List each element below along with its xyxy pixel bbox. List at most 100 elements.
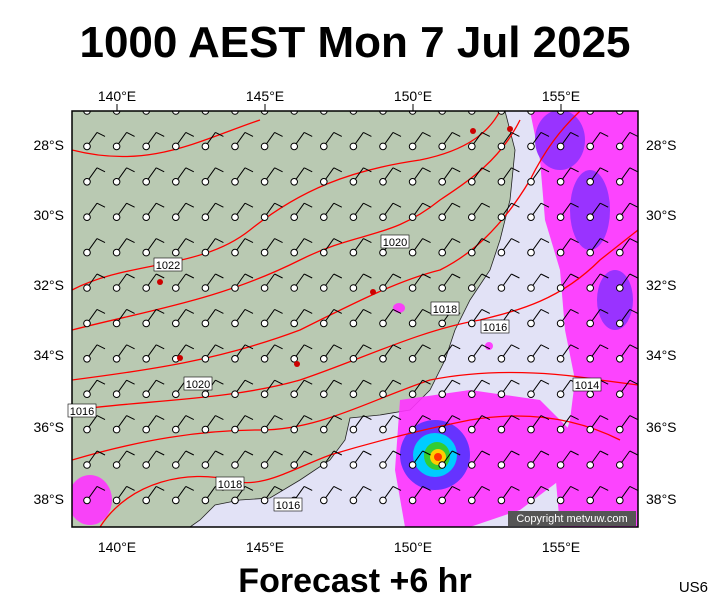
lat-label-right: 28°S (646, 137, 677, 153)
barb-station (320, 390, 328, 399)
barb-station (408, 111, 417, 115)
barb-feather (629, 415, 638, 421)
barb-station (201, 284, 210, 292)
barb-feather (481, 485, 491, 491)
barb-station (201, 178, 210, 186)
barb-feather (511, 97, 519, 101)
barb-station (83, 248, 91, 257)
barb-station (497, 461, 506, 469)
barb-station (172, 213, 180, 221)
barb-feather (96, 450, 106, 456)
barb-station (260, 142, 269, 151)
barb-staff (442, 111, 443, 112)
barb-station (142, 248, 150, 257)
barb-feather (215, 167, 224, 173)
barb-station (320, 461, 328, 469)
barb-station (616, 178, 624, 186)
barb-station (497, 425, 506, 434)
map-area (72, 97, 638, 527)
barb-station (260, 213, 269, 221)
barb-feather (363, 450, 372, 456)
barb-station (172, 461, 180, 469)
barb-station (349, 213, 358, 221)
barb-feather (155, 344, 165, 350)
barb-feather (451, 379, 461, 385)
barb-feather (451, 131, 461, 137)
barb-feather (482, 97, 490, 101)
lat-label-right: 34°S (646, 347, 677, 363)
barb-station (468, 390, 476, 399)
barb-station (616, 425, 624, 434)
barb-feather (570, 450, 579, 456)
barb-station (468, 142, 476, 151)
barb-feather (511, 238, 520, 244)
barb-feather (540, 415, 550, 421)
isobar-label: 1022 (156, 260, 180, 272)
barb-feather (570, 344, 579, 350)
lat-label-right: 32°S (646, 277, 677, 293)
lon-label-top: 150°E (394, 88, 432, 104)
barb-station (527, 425, 535, 434)
lon-label-top: 145°E (246, 88, 284, 104)
barb-station (290, 355, 299, 363)
barb-station (527, 248, 535, 257)
barb-feather (333, 238, 343, 244)
barb-station (349, 425, 358, 434)
barb-feather (451, 450, 461, 456)
barb-staff (323, 111, 325, 112)
barb-station (379, 213, 387, 221)
barb-feather (303, 273, 313, 279)
barb-station (527, 496, 535, 505)
barb-feather (599, 450, 609, 456)
barb-feather (303, 450, 313, 456)
isobar-label-box (480, 319, 510, 334)
barb-station (201, 461, 210, 469)
barb-feather (630, 97, 638, 101)
barb-feather (481, 167, 491, 173)
barb-feather (422, 202, 431, 208)
barb-feather (215, 379, 224, 385)
barb-station (349, 248, 358, 257)
isobar-label: 1014 (575, 380, 599, 392)
barb-station (468, 355, 476, 363)
barb-station (379, 319, 387, 328)
isobar-label: 1018 (433, 304, 457, 316)
barb-feather (244, 202, 254, 208)
barb-feather (570, 273, 579, 279)
barb-station (586, 496, 595, 505)
barb-feather (215, 273, 224, 279)
barb-feather (570, 308, 579, 314)
barb-staff (294, 111, 295, 112)
chart-code: US6 (679, 579, 708, 596)
barb-feather (540, 131, 550, 137)
barb-feather (96, 273, 106, 279)
barb-feather (540, 167, 550, 173)
barb-feather (244, 131, 254, 137)
barb-station (586, 284, 595, 292)
barb-station (616, 355, 624, 363)
barb-staff (619, 111, 621, 112)
barb-station (260, 319, 269, 328)
isobar-labels: 1022 1020 1020 1018 1016 1014 1018 1016 1016 (67, 234, 602, 512)
barb-feather (422, 131, 431, 137)
lat-label-left: 38°S (33, 491, 64, 507)
barb-station (83, 461, 91, 469)
barb-feather (96, 379, 106, 385)
barb-station (556, 284, 565, 292)
barb-feather (155, 485, 165, 491)
copyright-box (508, 511, 636, 526)
barb-feather (185, 415, 195, 421)
barb-feather (244, 415, 254, 421)
barb-station (616, 390, 624, 399)
barb-feather (244, 167, 254, 173)
barb-station (320, 178, 328, 186)
barb-feather (481, 273, 491, 279)
barb-feather (274, 485, 283, 491)
barb-feather (215, 415, 224, 421)
barb-feather (215, 450, 224, 456)
barb-station (586, 425, 595, 434)
barb-feather (599, 415, 609, 421)
barb-station (290, 111, 298, 115)
barb-feather (333, 379, 343, 385)
barb-feather (126, 344, 135, 350)
